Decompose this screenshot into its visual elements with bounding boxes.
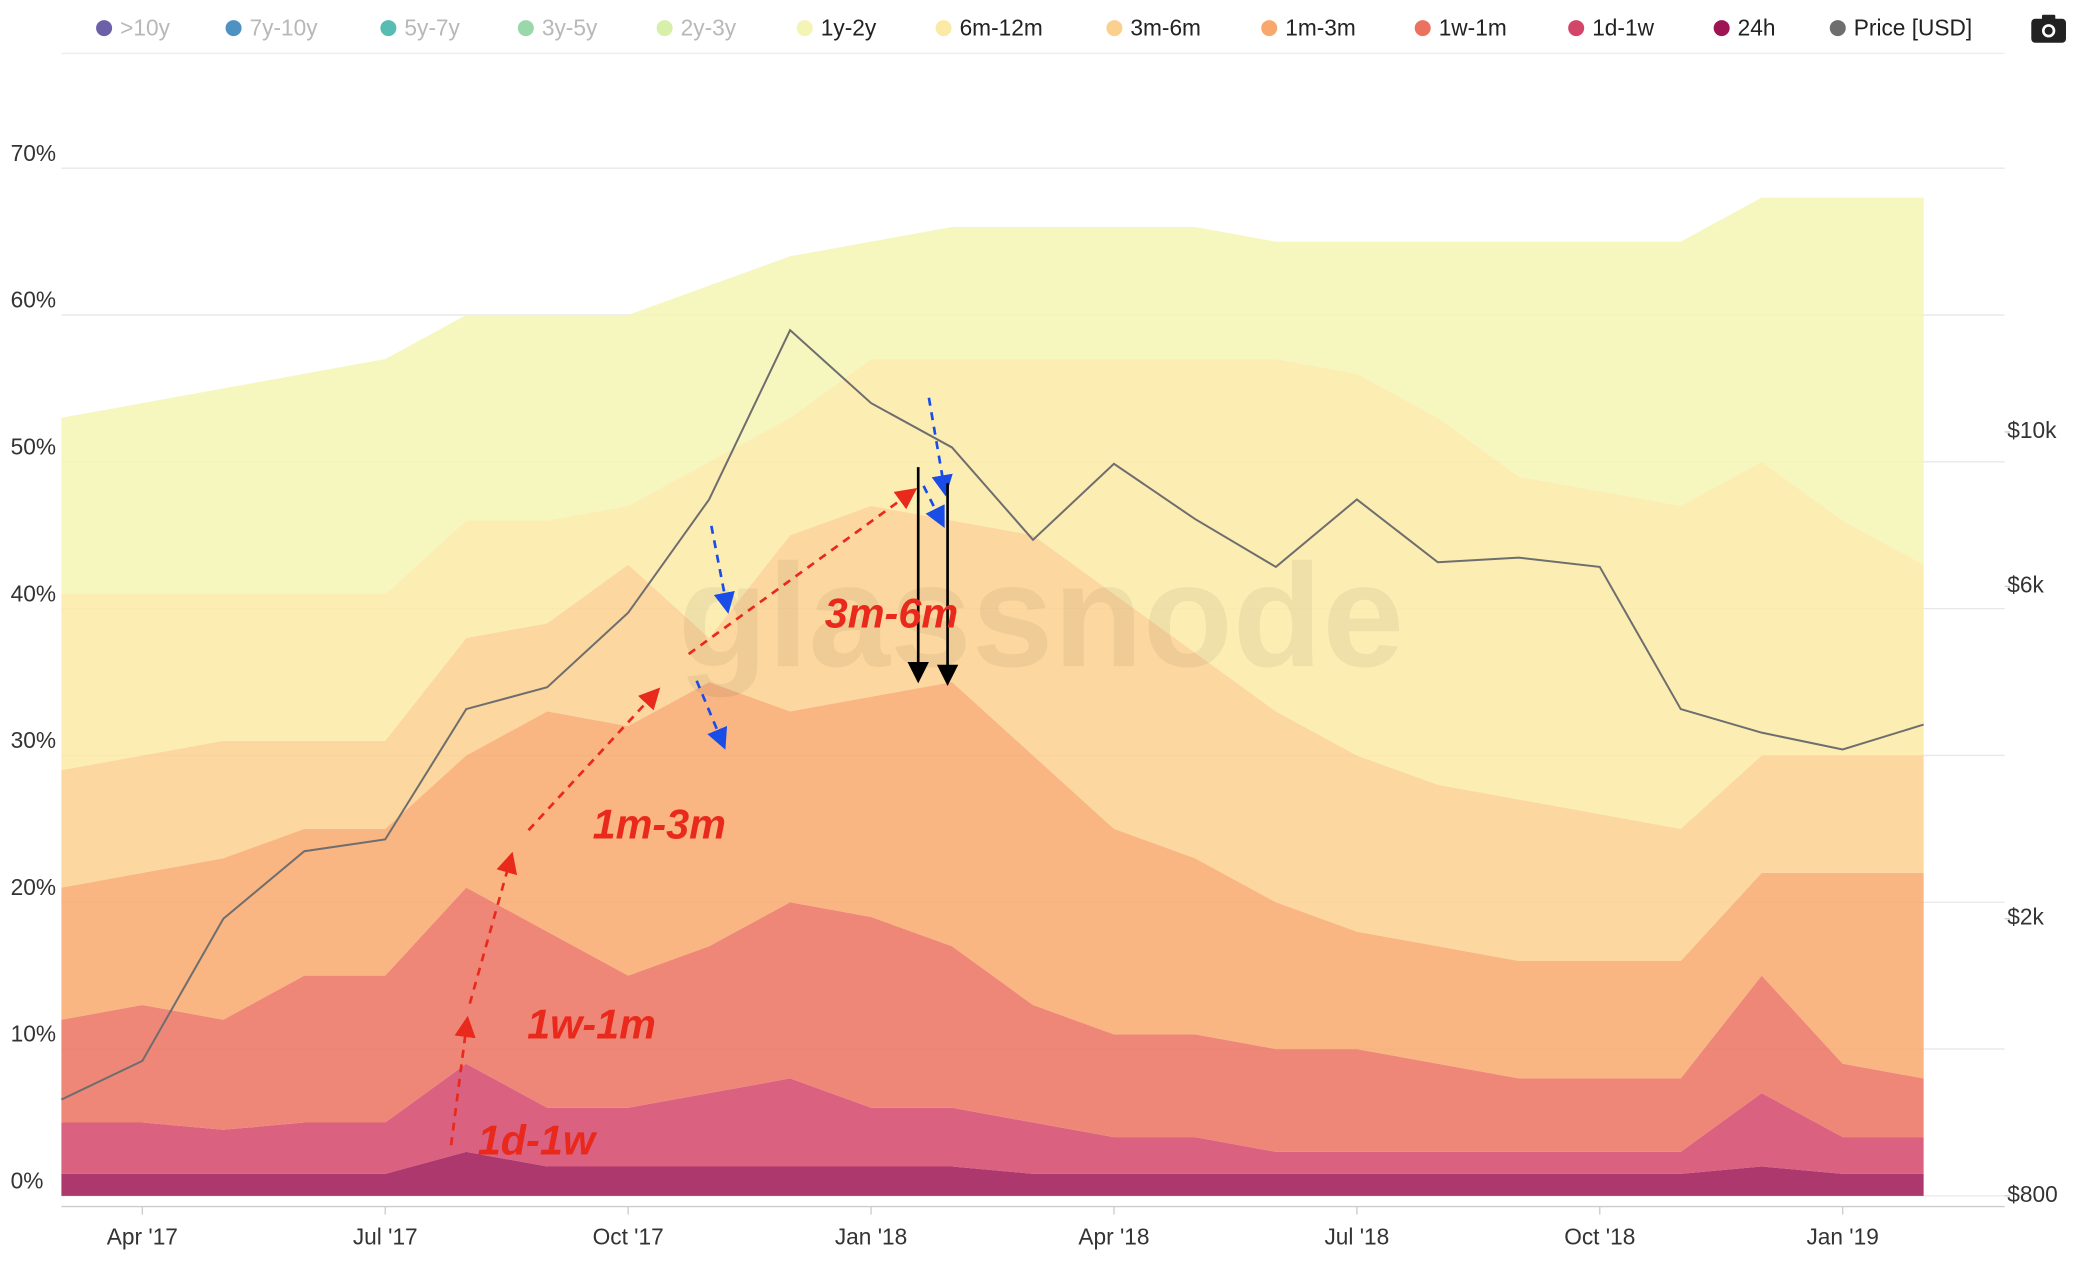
y-tick-label: 60% — [11, 287, 56, 313]
y2-tick-label: $800 — [2007, 1181, 2057, 1207]
x-tick-label: Apr '17 — [107, 1224, 178, 1250]
arrow — [922, 485, 945, 529]
legend-label: 24h — [1738, 14, 1776, 40]
axes: 0% 10% 20% 30% 40% 50% 60% 70% $800 $2k $6k $10k Apr… — [11, 140, 2058, 1250]
area — [61, 1063, 1924, 1174]
legend-label: 1m-3m — [1285, 14, 1356, 40]
legend-marker — [96, 20, 113, 37]
areas — [61, 197, 1924, 1196]
legend-label: 5y-7y — [404, 14, 460, 40]
annotation: 3m-6m — [825, 591, 958, 637]
legend-marker — [517, 20, 534, 37]
y2-tick-label: $10k — [2007, 417, 2057, 443]
legend-label: 2y-3y — [681, 14, 737, 40]
arrow — [527, 687, 661, 832]
area — [61, 887, 1924, 1152]
arrow — [687, 488, 918, 656]
legend: >10y 7y-10y 5y-7y 3y-5y 2y-3y 1y-2y 6m-12m 3m-6… — [61, 14, 2005, 55]
legend-label: 6m-12m — [960, 14, 1043, 40]
y2-tick-label: $2k — [2007, 904, 2044, 930]
legend-label: >10y — [120, 14, 170, 40]
y-tick-label: 20% — [11, 874, 56, 900]
x-tick-label: Jul '17 — [353, 1224, 418, 1250]
legend-marker — [1106, 20, 1123, 37]
legend-marker — [225, 20, 242, 37]
arrow — [927, 397, 953, 497]
legend-marker — [1414, 20, 1431, 37]
area — [61, 359, 1924, 829]
area — [61, 1151, 1924, 1196]
watermark: glassnode — [678, 534, 1404, 698]
legend-label: Price [USD] — [1854, 14, 1972, 40]
price-line — [60, 328, 1924, 1101]
legend-marker — [796, 20, 813, 37]
legend-label: 1w-1m — [1439, 14, 1507, 40]
y-tick-label: 30% — [11, 727, 56, 753]
arrows — [449, 397, 959, 1146]
arrow — [468, 851, 518, 1005]
area — [61, 682, 1924, 1079]
x-tick-label: Apr '18 — [1078, 1224, 1149, 1250]
legend-label: 3m-6m — [1130, 14, 1201, 40]
legend-marker — [656, 20, 673, 37]
legend-label: 1y-2y — [821, 14, 877, 40]
annotation: 1w-1m — [527, 1002, 656, 1048]
legend-label: 3y-5y — [542, 14, 598, 40]
price-layer — [60, 328, 1924, 1101]
annotation: 1d-1w — [478, 1118, 598, 1164]
camera-icon[interactable] — [2031, 14, 2066, 43]
area — [61, 505, 1924, 961]
annotation: 1m-3m — [593, 801, 726, 847]
x-tick-label: Oct '17 — [593, 1224, 664, 1250]
annotations: 3m-6m 1m-3m 1w-1m 1d-1w — [478, 591, 958, 1164]
legend-marker — [935, 20, 952, 37]
y-tick-label: 40% — [11, 580, 56, 606]
area — [61, 197, 1924, 594]
y-tick-label: 50% — [11, 433, 56, 459]
y-tick-label: 10% — [11, 1021, 56, 1047]
legend-marker — [1568, 20, 1585, 37]
x-tick-label: Jan '19 — [1806, 1224, 1878, 1250]
y-tick-label: 0% — [11, 1168, 44, 1194]
y2-tick-label: $6k — [2007, 571, 2044, 597]
x-tick-label: Oct '18 — [1564, 1224, 1635, 1250]
x-tick-label: Jan '18 — [835, 1224, 907, 1250]
arrow — [695, 680, 728, 750]
arrow — [449, 1015, 476, 1146]
legend-marker — [380, 20, 397, 37]
legend-marker — [1829, 20, 1846, 37]
x-tick-label: Jul '18 — [1324, 1224, 1389, 1250]
legend-marker — [1261, 20, 1278, 37]
legend-label: 1d-1w — [1592, 14, 1654, 40]
y-tick-label: 70% — [11, 140, 56, 166]
legend-label: 7y-10y — [250, 14, 319, 40]
legend-marker — [1713, 20, 1730, 37]
